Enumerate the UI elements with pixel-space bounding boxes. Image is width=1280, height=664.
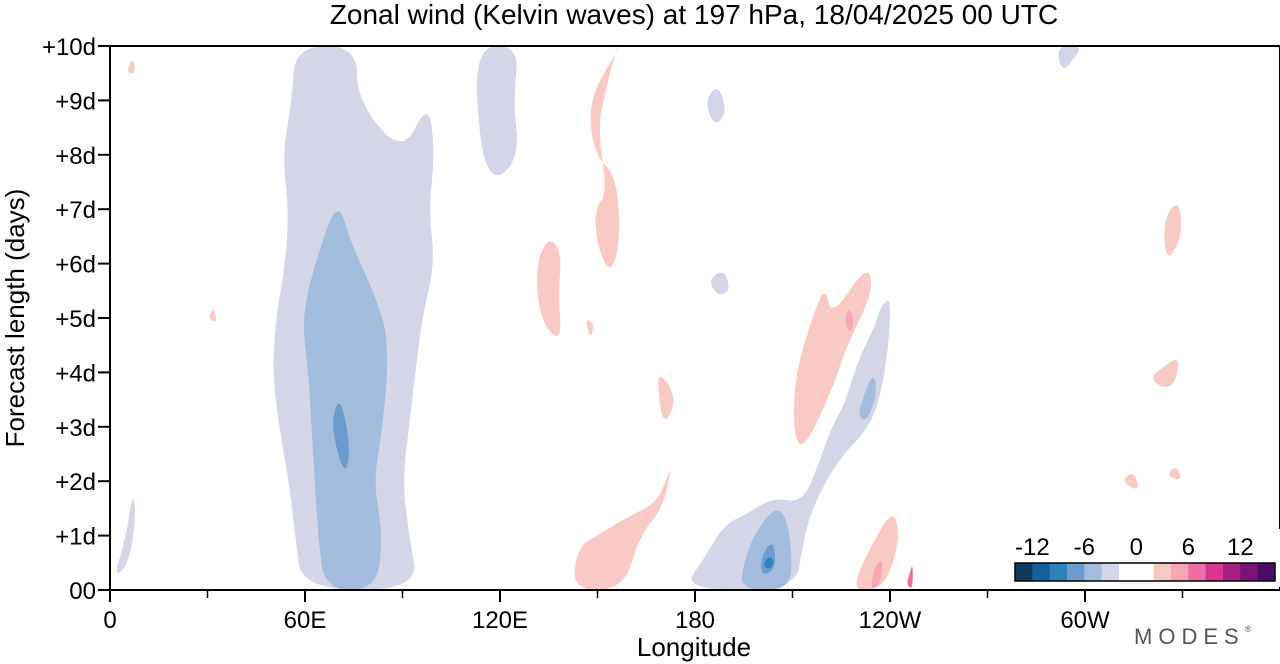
y-tick-label: +3d xyxy=(55,415,96,442)
colorbar-tick-label: 6 xyxy=(1182,534,1195,561)
contour-region-level--2-6 xyxy=(1058,46,1080,69)
chart-title: Zonal wind (Kelvin waves) at 197 hPa, 18… xyxy=(330,0,1058,30)
contour-region-level--6-0 xyxy=(333,403,349,469)
x-tick-label: 120E xyxy=(472,607,528,634)
y-tick-label: +4d xyxy=(55,360,96,387)
contour-region-level--2-1 xyxy=(476,46,518,176)
y-tick-label: +8d xyxy=(55,143,96,170)
contour-region-level-2-11 xyxy=(128,60,135,74)
contour-region-level-2-0 xyxy=(590,46,620,268)
y-axis-label: Forecast length (days) xyxy=(0,189,30,448)
colorbar-swatch xyxy=(1015,563,1033,581)
contour-region-level-2-10 xyxy=(1164,205,1182,256)
colorbar-tick-label: 12 xyxy=(1227,534,1254,561)
colorbar-swatch xyxy=(1101,563,1120,581)
colorbar-swatch xyxy=(1067,563,1085,581)
colorbar-swatch xyxy=(1171,563,1189,581)
colorbar-tick-label: -6 xyxy=(1074,534,1095,561)
contour-region-level--2-4 xyxy=(711,272,729,295)
contour-region-level-2-2 xyxy=(586,320,594,336)
contour-region-level-4-0 xyxy=(845,310,854,332)
contour-region-level--2-5 xyxy=(707,89,725,123)
x-tick-label: 0 xyxy=(103,607,116,634)
contour-region-level--4-2 xyxy=(859,377,876,420)
contour-region-level-2-6 xyxy=(856,516,898,590)
contour-region-level-4-1 xyxy=(871,561,883,588)
colorbar-swatch xyxy=(1032,563,1051,581)
y-tick-label: +1d xyxy=(55,524,96,551)
colorbar-swatch xyxy=(1136,563,1155,581)
axis-ticks: 0 60E 120E 180 120W 60W 00 +1d +2d +3d +4d +5d +6d +7… xyxy=(42,34,1184,634)
y-tick-label: +6d xyxy=(55,252,96,279)
y-tick-label: +5d xyxy=(55,306,96,333)
colorbar: -12 -6 0 6 12 xyxy=(1009,529,1280,587)
colorbar-swatch xyxy=(1223,563,1241,581)
colorbar-tick-label: -12 xyxy=(1015,534,1050,561)
contour-region-level--2-3 xyxy=(691,300,890,590)
colorbar-frame xyxy=(1014,562,1276,582)
contour-region-level-2-4 xyxy=(658,376,674,420)
contour-region-level--4-0 xyxy=(303,211,388,590)
colorbar-swatch xyxy=(1153,563,1172,581)
brand-text: MODES xyxy=(1134,624,1245,649)
contour-region-level--2-2 xyxy=(116,499,135,574)
contour-region-level-2-12 xyxy=(209,310,217,322)
colorbar-swatch xyxy=(1119,563,1137,581)
x-tick-label: 120W xyxy=(859,607,922,634)
colorbar-swatch xyxy=(1240,563,1259,581)
contour-region-level--8-0 xyxy=(764,557,773,569)
colorbar-swatch xyxy=(1188,563,1207,581)
contour-region-level-2-8 xyxy=(1169,468,1181,480)
y-tick-label: +9d xyxy=(55,88,96,115)
y-tick-label: +10d xyxy=(42,34,96,61)
contour-fills xyxy=(116,46,1182,590)
contour-region-level-2-9 xyxy=(1124,473,1138,489)
y-tick-label: +2d xyxy=(55,469,96,496)
x-axis-label: Longitude xyxy=(637,632,751,662)
contour-region-level-6-0 xyxy=(907,566,913,588)
colorbar-swatch xyxy=(1049,563,1068,581)
contour-region-level-2-3 xyxy=(574,470,671,590)
colorbar-swatch xyxy=(1257,563,1276,581)
modes-logo: MODES® xyxy=(1134,624,1251,650)
plot-frame xyxy=(109,45,1280,591)
y-tick-label: +7d xyxy=(55,197,96,224)
x-tick-label: 60E xyxy=(284,607,327,634)
x-tick-label: 180 xyxy=(675,607,715,634)
contour-region-level-2-1 xyxy=(537,241,561,337)
contour-region-level-2-7 xyxy=(1153,359,1178,387)
brand-mark: ® xyxy=(1244,624,1252,634)
colorbar-swatch xyxy=(1084,563,1103,581)
colorbar-swatch xyxy=(1205,563,1224,581)
y-tick-label: 00 xyxy=(69,578,96,605)
colorbar-tick-label: 0 xyxy=(1130,534,1143,561)
x-tick-label: 60W xyxy=(1060,607,1110,634)
